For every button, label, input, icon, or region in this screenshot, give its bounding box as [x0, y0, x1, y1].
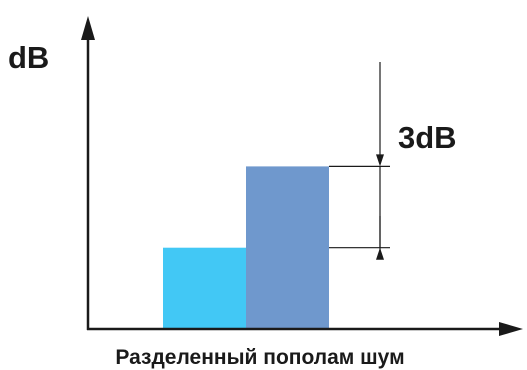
arrow-bottom-head-icon [376, 247, 384, 260]
bar-2 [246, 166, 329, 329]
arrow-top-head-icon [376, 154, 384, 167]
annotation-label: 3dB [398, 120, 457, 155]
annotation-guides [329, 62, 390, 260]
y-axis-label: dB [8, 40, 49, 75]
x-axis-label: Разделенный пополам шум [115, 346, 404, 369]
bars-group [163, 166, 329, 329]
y-axis-arrow-icon [81, 16, 95, 40]
x-axis-arrow-icon [499, 322, 523, 336]
bar-1 [163, 247, 246, 329]
